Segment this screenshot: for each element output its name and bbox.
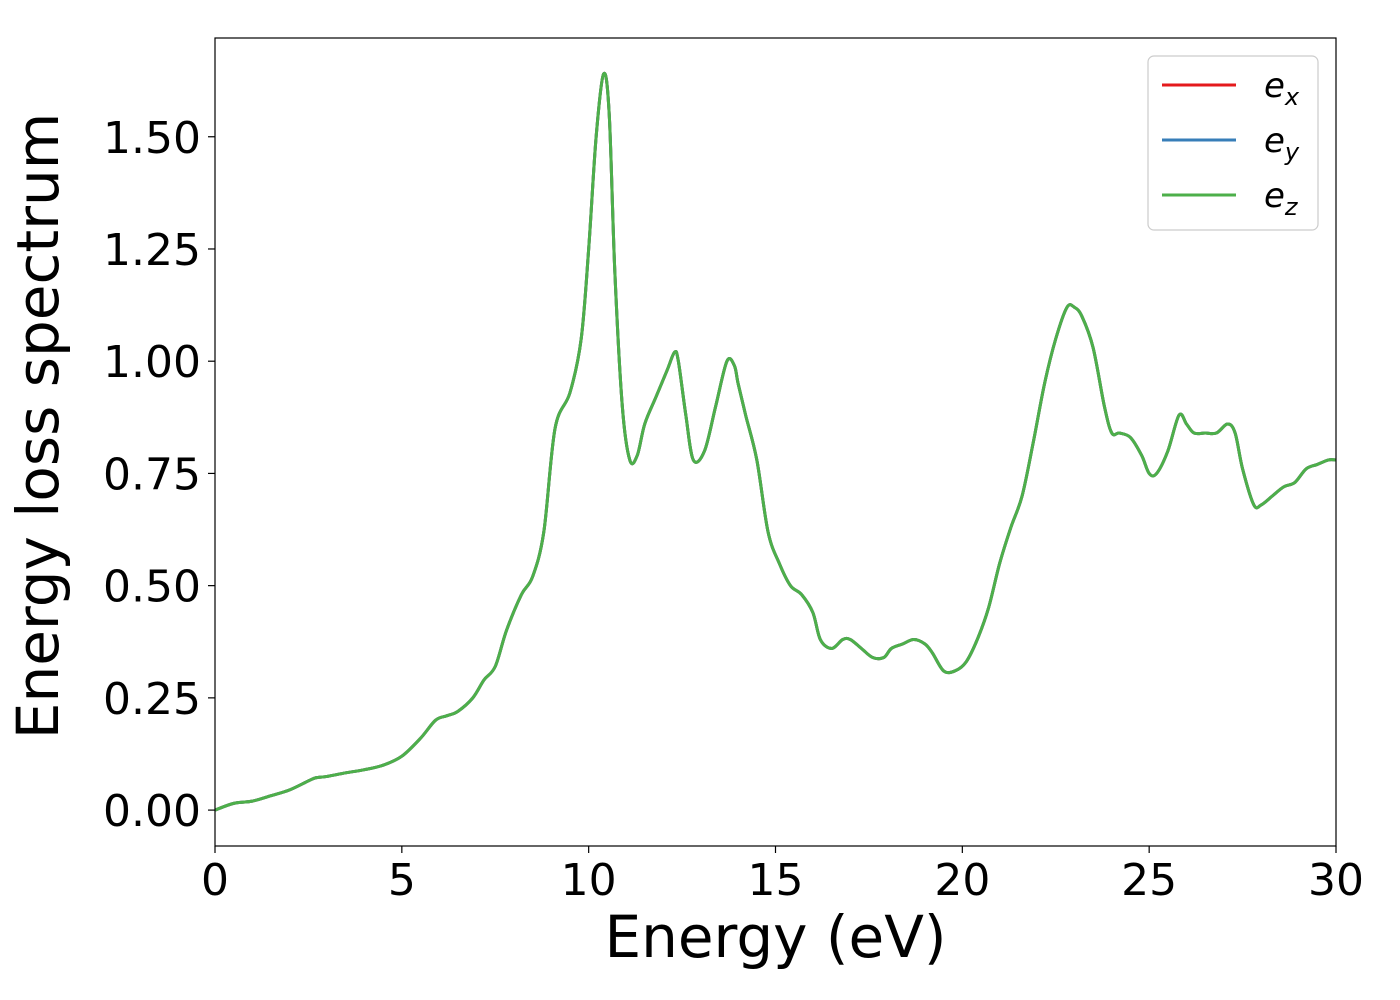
legend-label-e-x: ex: [1264, 66, 1300, 111]
series-line-e-z: [215, 71, 1336, 812]
plot-area-frame: [214, 37, 1337, 847]
x-tick-label: 15: [748, 855, 804, 906]
y-tick-label: 0.00: [103, 786, 201, 837]
x-axis-ticks: 0 5 10 15 20 25 30: [201, 846, 1364, 906]
legend-label-e-z: ez: [1264, 176, 1299, 221]
x-tick-label: 0: [201, 855, 229, 906]
x-tick-label: 5: [388, 855, 416, 906]
series-lines: [215, 71, 1336, 812]
y-tick-label: 0.25: [103, 674, 201, 725]
y-tick-label: 0.50: [103, 562, 201, 613]
y-tick-label: 1.50: [103, 113, 201, 164]
x-tick-label: 25: [1121, 855, 1177, 906]
x-tick-label: 20: [934, 855, 990, 906]
x-tick-label: 10: [561, 855, 617, 906]
x-axis-title: Energy (eV): [604, 903, 946, 971]
y-tick-label: 1.25: [103, 225, 201, 276]
legend-box: [1147, 55, 1319, 231]
y-axis-ticks: 0.00 0.25 0.50 0.75 1.00 1.25 1.50: [103, 113, 215, 837]
legend-label-e-y: ey: [1264, 121, 1300, 166]
x-tick-label: 30: [1308, 855, 1364, 906]
y-tick-label: 0.75: [103, 449, 201, 500]
legend: ex ey ez: [1147, 55, 1319, 231]
y-tick-label: 1.00: [103, 337, 201, 388]
y-axis-title: Energy loss spectrum: [4, 113, 72, 739]
